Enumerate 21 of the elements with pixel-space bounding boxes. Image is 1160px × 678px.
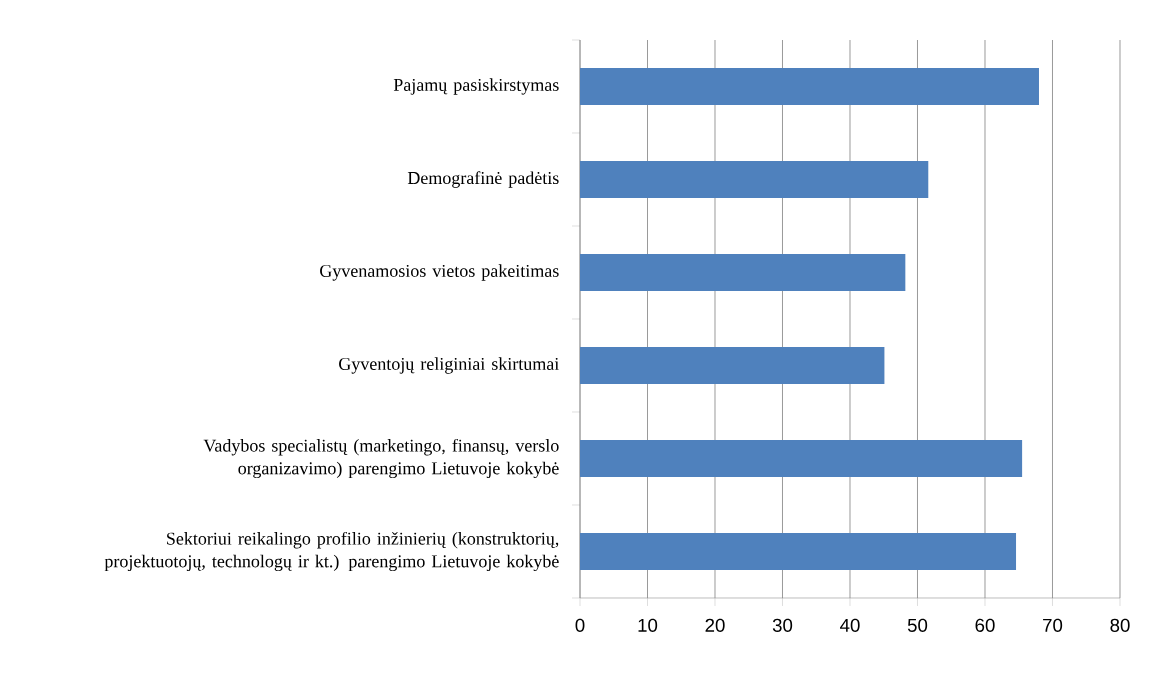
x-tick-label: 70: [1043, 618, 1063, 632]
x-tick-label: 60: [975, 618, 995, 632]
x-tick-label: 10: [638, 618, 658, 632]
bar: [580, 160, 929, 199]
bar: [580, 253, 906, 292]
y-tick-label: Gyvenamosios vietos pakeitimas: [320, 264, 559, 281]
y-tick-label: Sektoriui reikalingo profilio inžinierių (konstruktorių, projektuotojų, technologų ir kt.) parengimo Lietuvoje kokybė: [104, 531, 559, 572]
bar: [580, 67, 1039, 106]
y-tick-label: Gyventojų religiniai skirtumai: [339, 357, 559, 374]
x-tick-label: 50: [907, 618, 928, 632]
bar: [580, 346, 885, 385]
x-tick-label: 30: [772, 618, 793, 632]
y-tick-label: Pajamų pasiskirstymas: [393, 78, 559, 95]
x-tick-label: 0: [575, 618, 585, 632]
bar: [580, 532, 1017, 571]
x-tick-label: 40: [840, 618, 860, 632]
y-tick-label: Vadybos specialistų (marketingo, finansų, verslo organizavimo) parengimo Lietuvoje kokybė: [203, 438, 559, 479]
x-tick-label: 20: [705, 618, 725, 632]
bar: [580, 439, 1023, 478]
y-tick-label: Demografinė padėtis: [407, 171, 559, 188]
x-tick-label: 80: [1110, 618, 1130, 632]
